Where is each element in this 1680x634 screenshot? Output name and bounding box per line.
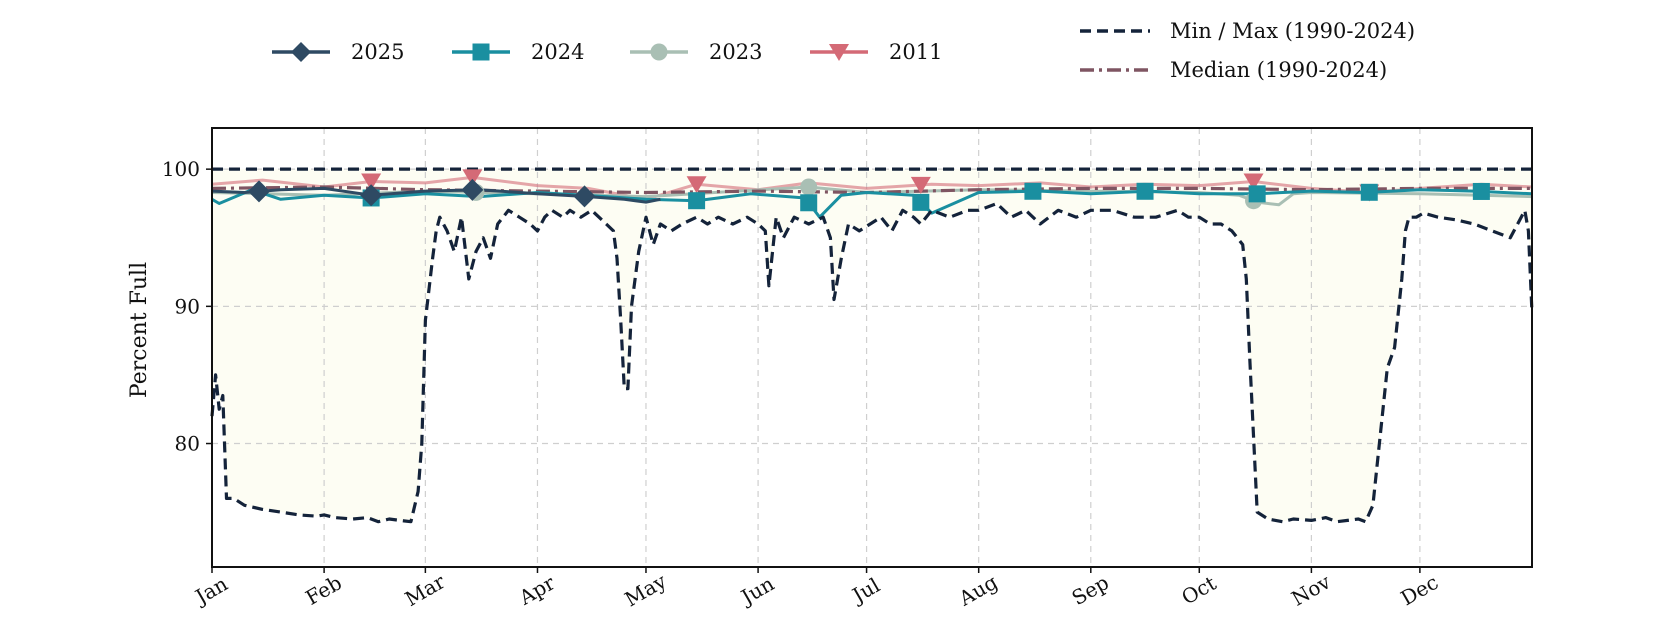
data-point-2024 bbox=[1472, 182, 1490, 200]
legend-label-2024: 2024 bbox=[531, 40, 584, 64]
grid-layer bbox=[211, 128, 1532, 567]
legend-marker-2024 bbox=[472, 43, 490, 61]
legend-marker-2025 bbox=[291, 42, 311, 62]
x-tick-label: Mar bbox=[401, 569, 450, 611]
x-tick-label: May bbox=[621, 568, 671, 611]
series-line-2025 bbox=[211, 186, 661, 204]
data-point-2011 bbox=[910, 176, 931, 194]
y-tick-label: 100 bbox=[162, 157, 200, 181]
data-point-2025 bbox=[573, 185, 596, 208]
plot-frame bbox=[211, 127, 1533, 568]
x-tick-label: Sep bbox=[1068, 570, 1113, 610]
data-point-2011 bbox=[1243, 173, 1264, 191]
data-point-2024 bbox=[1136, 182, 1154, 200]
legend: 2025 2024 2023 2011 Min / Max (1990-2024) Med… bbox=[272, 19, 1415, 82]
data-point-2024 bbox=[1024, 182, 1042, 200]
x-tick-label: Feb bbox=[301, 570, 345, 609]
data-point-2024 bbox=[912, 193, 930, 211]
legend-label-min-max: Min / Max (1990-2024) bbox=[1170, 19, 1415, 43]
data-point-2024 bbox=[800, 194, 818, 212]
data-point-2025 bbox=[248, 180, 271, 203]
x-tick-label: Nov bbox=[1287, 569, 1335, 611]
data-point-2024 bbox=[1360, 183, 1378, 201]
legend-label-2011: 2011 bbox=[889, 40, 942, 64]
x-tick-label: Jan bbox=[190, 571, 232, 609]
y-tick-label: 90 bbox=[175, 294, 200, 318]
min-max-band bbox=[212, 169, 1532, 522]
min-max-band-layer bbox=[212, 169, 1532, 522]
legend-marker-2011 bbox=[829, 44, 849, 61]
data-point-2024 bbox=[688, 192, 706, 210]
data-point-2023 bbox=[800, 178, 818, 196]
y-tick-label: 80 bbox=[175, 432, 200, 456]
legend-label-2023: 2023 bbox=[709, 40, 762, 64]
series-layer bbox=[210, 167, 1534, 524]
legend-label-median: Median (1990-2024) bbox=[1170, 58, 1387, 82]
legend-marker-2023 bbox=[650, 43, 668, 61]
legend-label-2025: 2025 bbox=[351, 40, 404, 64]
x-tick-label: Aug bbox=[954, 570, 1002, 611]
data-point-2025 bbox=[360, 184, 383, 207]
data-point-2011 bbox=[686, 176, 707, 194]
min-line bbox=[210, 201, 1534, 524]
x-tick-label: Jun bbox=[735, 571, 778, 610]
x-tick-label: Apr bbox=[514, 570, 559, 610]
x-tick-label: Oct bbox=[1177, 571, 1220, 610]
x-tick-label: Dec bbox=[1396, 570, 1442, 610]
data-point-2011 bbox=[361, 173, 382, 191]
y-axis-label: Percent Full bbox=[127, 262, 152, 398]
data-point-2011 bbox=[462, 169, 483, 187]
data-point-2025 bbox=[461, 178, 484, 201]
data-point-2024 bbox=[1248, 185, 1266, 203]
x-tick-label: Jul bbox=[847, 573, 884, 608]
